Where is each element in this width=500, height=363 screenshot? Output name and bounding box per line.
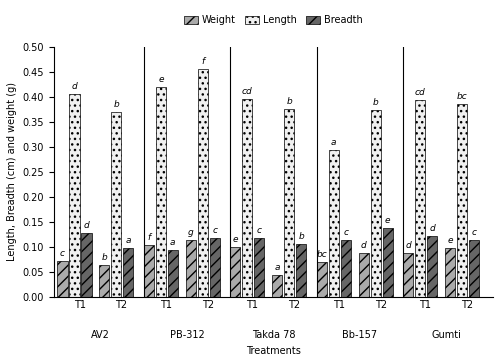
Text: cd: cd xyxy=(415,88,426,97)
Text: a: a xyxy=(126,236,131,245)
Bar xyxy=(284,109,294,297)
Bar xyxy=(198,69,208,297)
X-axis label: Treatments: Treatments xyxy=(246,346,301,356)
Text: d: d xyxy=(72,82,78,91)
Bar xyxy=(328,150,339,297)
Text: a: a xyxy=(170,238,175,246)
Bar xyxy=(186,240,196,297)
Text: c: c xyxy=(60,249,65,258)
Text: d: d xyxy=(430,224,435,233)
Bar xyxy=(445,248,456,297)
Bar xyxy=(427,236,438,297)
Text: Bb-157: Bb-157 xyxy=(342,330,378,340)
Y-axis label: Length, Breadth (cm) and weight (g): Length, Breadth (cm) and weight (g) xyxy=(7,82,17,261)
Text: bc: bc xyxy=(316,250,327,259)
Text: e: e xyxy=(158,75,164,84)
Text: d: d xyxy=(406,241,411,250)
Bar xyxy=(403,253,413,297)
Text: b: b xyxy=(298,232,304,241)
Text: Gumti: Gumti xyxy=(432,330,462,340)
Bar xyxy=(272,275,282,297)
Bar xyxy=(156,87,166,297)
Text: g: g xyxy=(188,228,194,237)
Bar xyxy=(316,262,327,297)
Text: PB-312: PB-312 xyxy=(170,330,204,340)
Bar xyxy=(296,244,306,297)
Text: d: d xyxy=(361,241,366,250)
Text: c: c xyxy=(212,226,218,235)
Text: e: e xyxy=(232,235,238,244)
Bar xyxy=(70,94,80,297)
Bar xyxy=(123,248,134,297)
Text: Takda 78: Takda 78 xyxy=(252,330,295,340)
Text: e: e xyxy=(385,216,390,225)
Text: e: e xyxy=(448,236,453,245)
Bar xyxy=(111,112,122,297)
Text: c: c xyxy=(472,228,476,237)
Text: b: b xyxy=(102,253,107,262)
Bar xyxy=(415,101,426,297)
Bar xyxy=(81,233,92,297)
Bar xyxy=(457,105,468,297)
Text: c: c xyxy=(344,228,348,237)
Text: cd: cd xyxy=(242,87,252,97)
Text: f: f xyxy=(202,57,204,66)
Text: b: b xyxy=(373,98,378,107)
Bar xyxy=(99,265,110,297)
Bar xyxy=(210,238,220,297)
Legend: Weight, Length, Breadth: Weight, Length, Breadth xyxy=(180,12,366,29)
Bar xyxy=(469,240,480,297)
Bar xyxy=(340,240,351,297)
Text: bc: bc xyxy=(457,93,468,101)
Bar xyxy=(58,261,68,297)
Text: d: d xyxy=(84,221,89,230)
Bar xyxy=(242,99,252,297)
Bar xyxy=(358,253,369,297)
Text: a: a xyxy=(331,138,336,147)
Text: b: b xyxy=(114,100,119,109)
Text: AV2: AV2 xyxy=(91,330,110,340)
Text: b: b xyxy=(286,97,292,106)
Bar xyxy=(254,238,264,297)
Bar xyxy=(382,228,393,297)
Text: f: f xyxy=(148,233,150,242)
Bar xyxy=(168,250,178,297)
Bar xyxy=(230,247,240,297)
Bar xyxy=(370,110,381,297)
Bar xyxy=(144,245,154,297)
Text: c: c xyxy=(257,226,262,235)
Text: a: a xyxy=(274,262,280,272)
